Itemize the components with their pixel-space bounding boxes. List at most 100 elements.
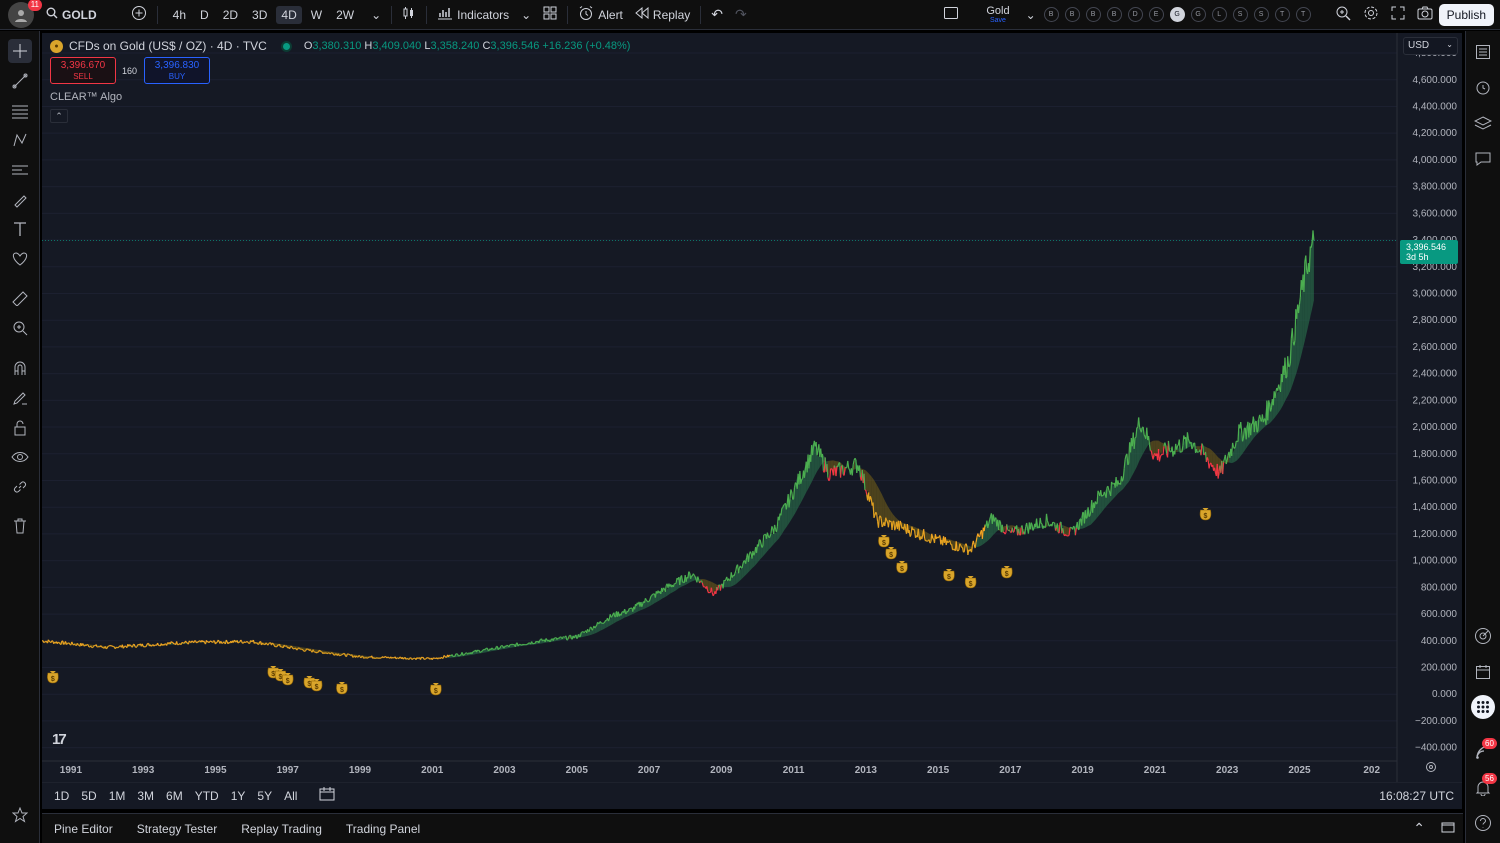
fib-retracement-tool-icon[interactable]: [8, 99, 32, 123]
text-tool-icon[interactable]: [8, 217, 32, 241]
alert-button[interactable]: Alert: [572, 0, 629, 30]
range-6m[interactable]: 6M: [166, 788, 183, 803]
indicator-name[interactable]: CLEAR™ Algo: [50, 91, 123, 103]
ruler-icon[interactable]: [8, 286, 32, 310]
fullscreen-button[interactable]: [1385, 0, 1411, 30]
watchlist-symbol-0[interactable]: B: [1043, 7, 1059, 22]
tab-replay-trading[interactable]: Replay Trading: [241, 821, 322, 836]
zoom-in-icon[interactable]: [8, 316, 32, 340]
watchlist-symbol-9[interactable]: S: [1232, 7, 1248, 22]
go-to-date-button[interactable]: [319, 787, 335, 804]
watchlist-symbol-7[interactable]: G: [1190, 7, 1206, 22]
lock-icon[interactable]: [8, 416, 32, 440]
price-segment: [894, 526, 897, 531]
pattern-tool-icon[interactable]: [8, 128, 32, 152]
watchlist-symbol-11[interactable]: T: [1274, 7, 1290, 22]
chart-pane[interactable]: $$$$$$$$$$$$$$$ 4,800.0004,600.0004,400.…: [42, 33, 1462, 809]
watchlist-symbol-10[interactable]: S: [1253, 7, 1269, 22]
trend-line-tool-icon[interactable]: [8, 69, 32, 93]
calendar-icon[interactable]: [1472, 661, 1494, 683]
eye-icon[interactable]: [8, 445, 32, 469]
trash-icon[interactable]: [8, 514, 32, 538]
price-segment: [1237, 424, 1240, 442]
sell-button[interactable]: 3,396.670 SELL: [50, 57, 116, 84]
timeframe-2w[interactable]: 2W: [336, 7, 355, 22]
range-1d[interactable]: 1D: [54, 788, 70, 803]
range-5y[interactable]: 5Y: [257, 788, 273, 803]
tab-pine-editor[interactable]: Pine Editor: [54, 821, 113, 836]
legend-title[interactable]: CFDs on Gold (US$ / OZ) · 4D · TVC: [69, 39, 267, 53]
add-symbol-button[interactable]: [125, 0, 153, 30]
chat-icon[interactable]: [1472, 148, 1494, 170]
replay-button[interactable]: Replay: [629, 0, 696, 30]
close-label: C: [482, 40, 491, 52]
indicators-dropdown[interactable]: ⌄: [515, 0, 537, 30]
apps-grid-icon[interactable]: [1471, 695, 1495, 719]
target-icon[interactable]: [1472, 625, 1494, 647]
layout-button[interactable]: [938, 0, 964, 30]
indicators-button[interactable]: Indicators: [431, 0, 515, 30]
tradingview-logo[interactable]: 17: [52, 731, 67, 748]
snapshot-button[interactable]: [1411, 0, 1439, 30]
range-all[interactable]: All: [284, 788, 298, 803]
price-segment: [621, 611, 624, 613]
range-ytd[interactable]: YTD: [194, 788, 219, 803]
magnet-icon[interactable]: [8, 356, 32, 380]
maximize-panel-button[interactable]: [1433, 821, 1463, 836]
range-5d[interactable]: 5D: [81, 788, 97, 803]
help-icon[interactable]: [1472, 812, 1494, 834]
watchlist-symbol-5[interactable]: E: [1148, 7, 1164, 22]
templates-button[interactable]: [537, 0, 563, 30]
alerts-clock-icon[interactable]: [1472, 76, 1494, 98]
timeframe-2d[interactable]: 2D: [222, 7, 239, 22]
publish-button[interactable]: Publish: [1438, 3, 1494, 26]
price-segment: [782, 504, 785, 508]
layers-icon[interactable]: [1472, 112, 1494, 134]
chart-settings-button[interactable]: [1425, 761, 1439, 775]
price-chart[interactable]: $$$$$$$$$$$$$$$ 4,800.0004,600.0004,400.…: [42, 33, 1462, 782]
watchlist-symbol-1[interactable]: B: [1064, 7, 1080, 22]
timeframe-d[interactable]: D: [200, 7, 209, 22]
utc-clock[interactable]: 16:08:27 UTC: [1379, 789, 1454, 803]
watchlist-symbol-12[interactable]: T: [1295, 7, 1311, 22]
user-avatar[interactable]: 11: [8, 0, 42, 28]
redo-button[interactable]: ↷: [729, 0, 753, 30]
timeframe-w[interactable]: W: [310, 7, 323, 22]
symbol-search-button[interactable]: GOLD: [40, 0, 103, 30]
watchlist-symbol-2[interactable]: B: [1085, 7, 1101, 22]
layout-name-button[interactable]: Gold Save: [974, 0, 1021, 30]
watchlist-symbol-8[interactable]: L: [1211, 7, 1227, 22]
trend-band-segment: [302, 647, 305, 652]
tab-strategy-tester[interactable]: Strategy Tester: [136, 821, 218, 836]
tab-trading-panel[interactable]: Trading Panel: [345, 821, 421, 836]
link-icon[interactable]: [8, 475, 32, 499]
timeframe-4h[interactable]: 4h: [172, 7, 187, 22]
heart-icon[interactable]: [8, 247, 32, 271]
currency-select[interactable]: USD ⌄: [1403, 37, 1458, 55]
brush-tool-icon[interactable]: [8, 188, 32, 212]
settings-button[interactable]: [1357, 0, 1385, 30]
prediction-tool-icon[interactable]: [8, 158, 32, 182]
collapse-indicators-button[interactable]: ⌃: [50, 109, 68, 123]
layout-dropdown[interactable]: ⌄: [1022, 0, 1040, 30]
collapse-panel-button[interactable]: ⌃: [1405, 820, 1433, 837]
price-segment: [250, 640, 253, 642]
range-3m[interactable]: 3M: [137, 788, 155, 803]
chart-type-button[interactable]: [396, 0, 422, 30]
watchlist-symbol-3[interactable]: B: [1106, 7, 1122, 22]
timeframe-3d[interactable]: 3D: [252, 7, 268, 22]
range-1y[interactable]: 1Y: [230, 788, 246, 803]
buy-button[interactable]: 3,396.830 BUY: [144, 57, 210, 84]
crosshair-tool-icon[interactable]: [8, 39, 32, 63]
watchlist-symbol-4[interactable]: D: [1127, 7, 1143, 22]
favorites-star-icon[interactable]: [8, 803, 32, 827]
watchlist-icon[interactable]: [1472, 41, 1494, 63]
price-segment: [90, 645, 93, 648]
timeframe-4d[interactable]: 4D: [276, 5, 302, 24]
range-1m[interactable]: 1M: [108, 788, 126, 803]
timeframe-dropdown[interactable]: ⌄: [365, 0, 387, 30]
watchlist-symbol-6[interactable]: G: [1169, 7, 1185, 22]
stay-in-drawing-mode-icon[interactable]: [8, 386, 32, 410]
undo-button[interactable]: ↶: [705, 0, 729, 30]
quick-search-button[interactable]: [1329, 0, 1357, 30]
